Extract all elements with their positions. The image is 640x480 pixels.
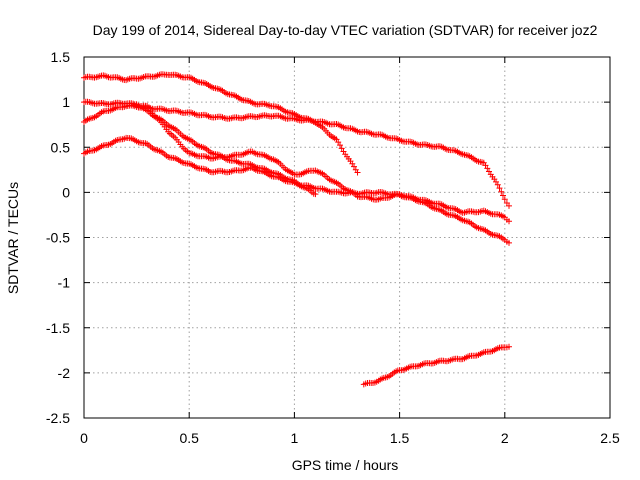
point-markers-sat-a: [81, 71, 361, 176]
series-sat-d: [81, 134, 513, 246]
point-markers-sat-f: [360, 343, 513, 388]
x-tick-label: 2: [501, 430, 509, 446]
x-tick-label: 2.5: [600, 430, 620, 446]
data-points: [81, 71, 513, 388]
series-sat-b: [81, 102, 513, 209]
x-tick-label: 1.5: [390, 430, 410, 446]
x-axis-label: GPS time / hours: [292, 457, 399, 473]
series-sat-f: [360, 343, 513, 388]
series-sat-e: [133, 101, 319, 198]
x-tick-label: 0: [80, 430, 88, 446]
y-tick-label: -2: [58, 365, 71, 381]
y-tick-label: -0.5: [46, 230, 70, 246]
y-tick-label: 0.5: [51, 139, 71, 155]
y-tick-label: -2.5: [46, 410, 70, 426]
point-markers-sat-d: [81, 134, 513, 246]
y-axis-ticks: -2.5 -2 -1.5 -1 -0.5 0 0.5 1 1.5: [46, 49, 610, 426]
y-axis-label: SDTVAR / TECUs: [5, 182, 21, 294]
point-markers-sat-e: [133, 101, 319, 198]
series-sat-a: [81, 71, 361, 176]
x-axis-ticks: 0 0.5 1 1.5 2 2.5: [80, 57, 620, 446]
y-tick-label: -1: [58, 275, 71, 291]
x-tick-label: 1: [291, 430, 299, 446]
chart-title: Day 199 of 2014, Sidereal Day-to-day VTE…: [93, 22, 598, 38]
y-tick-label: 1: [62, 94, 70, 110]
y-tick-label: 1.5: [51, 49, 71, 65]
y-tick-label: 0: [62, 184, 70, 200]
point-markers-sat-b: [81, 102, 513, 209]
y-tick-label: -1.5: [46, 320, 70, 336]
x-tick-label: 0.5: [179, 430, 199, 446]
